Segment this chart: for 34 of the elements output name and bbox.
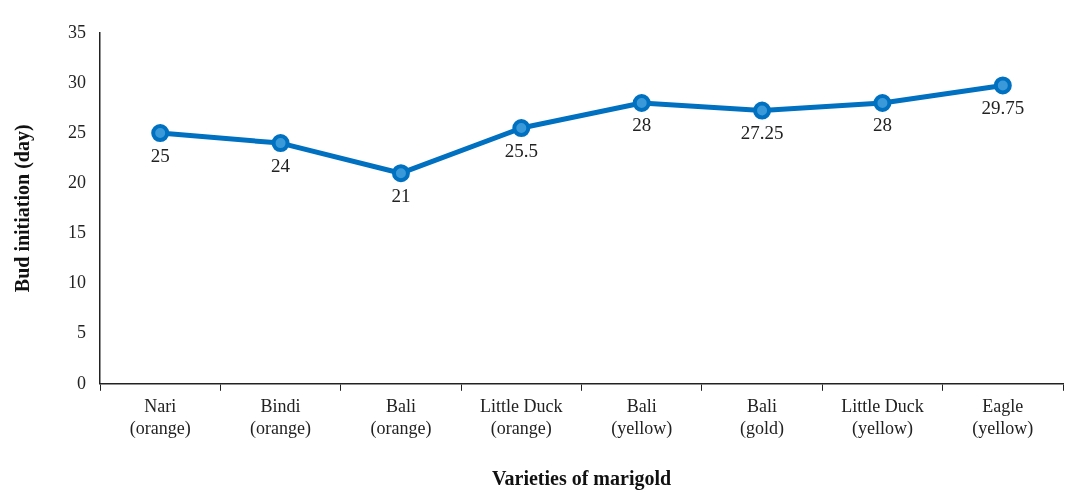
- y-tick-label: 25: [68, 121, 86, 142]
- point: [151, 124, 170, 143]
- data-label: 21: [391, 184, 411, 206]
- y-axis-title: Bud initiation (day): [11, 124, 35, 293]
- y-tick-label: 10: [68, 272, 86, 293]
- x-tick-label: Bali (gold): [740, 396, 785, 439]
- y-tick-label: 0: [77, 372, 86, 393]
- data-label: 28: [872, 114, 892, 136]
- data-label: 28: [632, 114, 652, 136]
- x-tick-label: Bali (orange): [370, 396, 432, 439]
- x-axis-title: Varieties of marigold: [491, 467, 672, 491]
- y-tick-label: 20: [68, 171, 86, 192]
- point: [512, 119, 531, 138]
- y-tick-label: 30: [68, 71, 86, 92]
- point: [632, 94, 651, 112]
- y-tick-label: 15: [68, 222, 86, 243]
- x-tick-label: Nari (orange): [129, 396, 191, 439]
- point: [873, 94, 892, 112]
- x-tick-label: Little Duck (orange): [480, 396, 563, 439]
- y-tick-label: 5: [77, 322, 86, 343]
- point: [391, 164, 410, 183]
- point: [271, 134, 290, 153]
- data-label: 24: [271, 154, 291, 176]
- point: [993, 76, 1012, 95]
- data-label: 27.25: [740, 122, 784, 144]
- x-tick-label: Bindi (orange): [250, 396, 312, 439]
- x-tick-label: Eagle (yellow): [972, 396, 1034, 439]
- y-tick-label: 35: [68, 21, 86, 42]
- x-tick-label: Bali (yellow): [611, 396, 673, 439]
- x-tick-label: Little Duck (yellow): [841, 396, 924, 439]
- data-label: 29.75: [981, 96, 1025, 118]
- point: [753, 101, 772, 120]
- data-label: 25: [150, 144, 170, 166]
- data-label: 25.5: [504, 139, 538, 161]
